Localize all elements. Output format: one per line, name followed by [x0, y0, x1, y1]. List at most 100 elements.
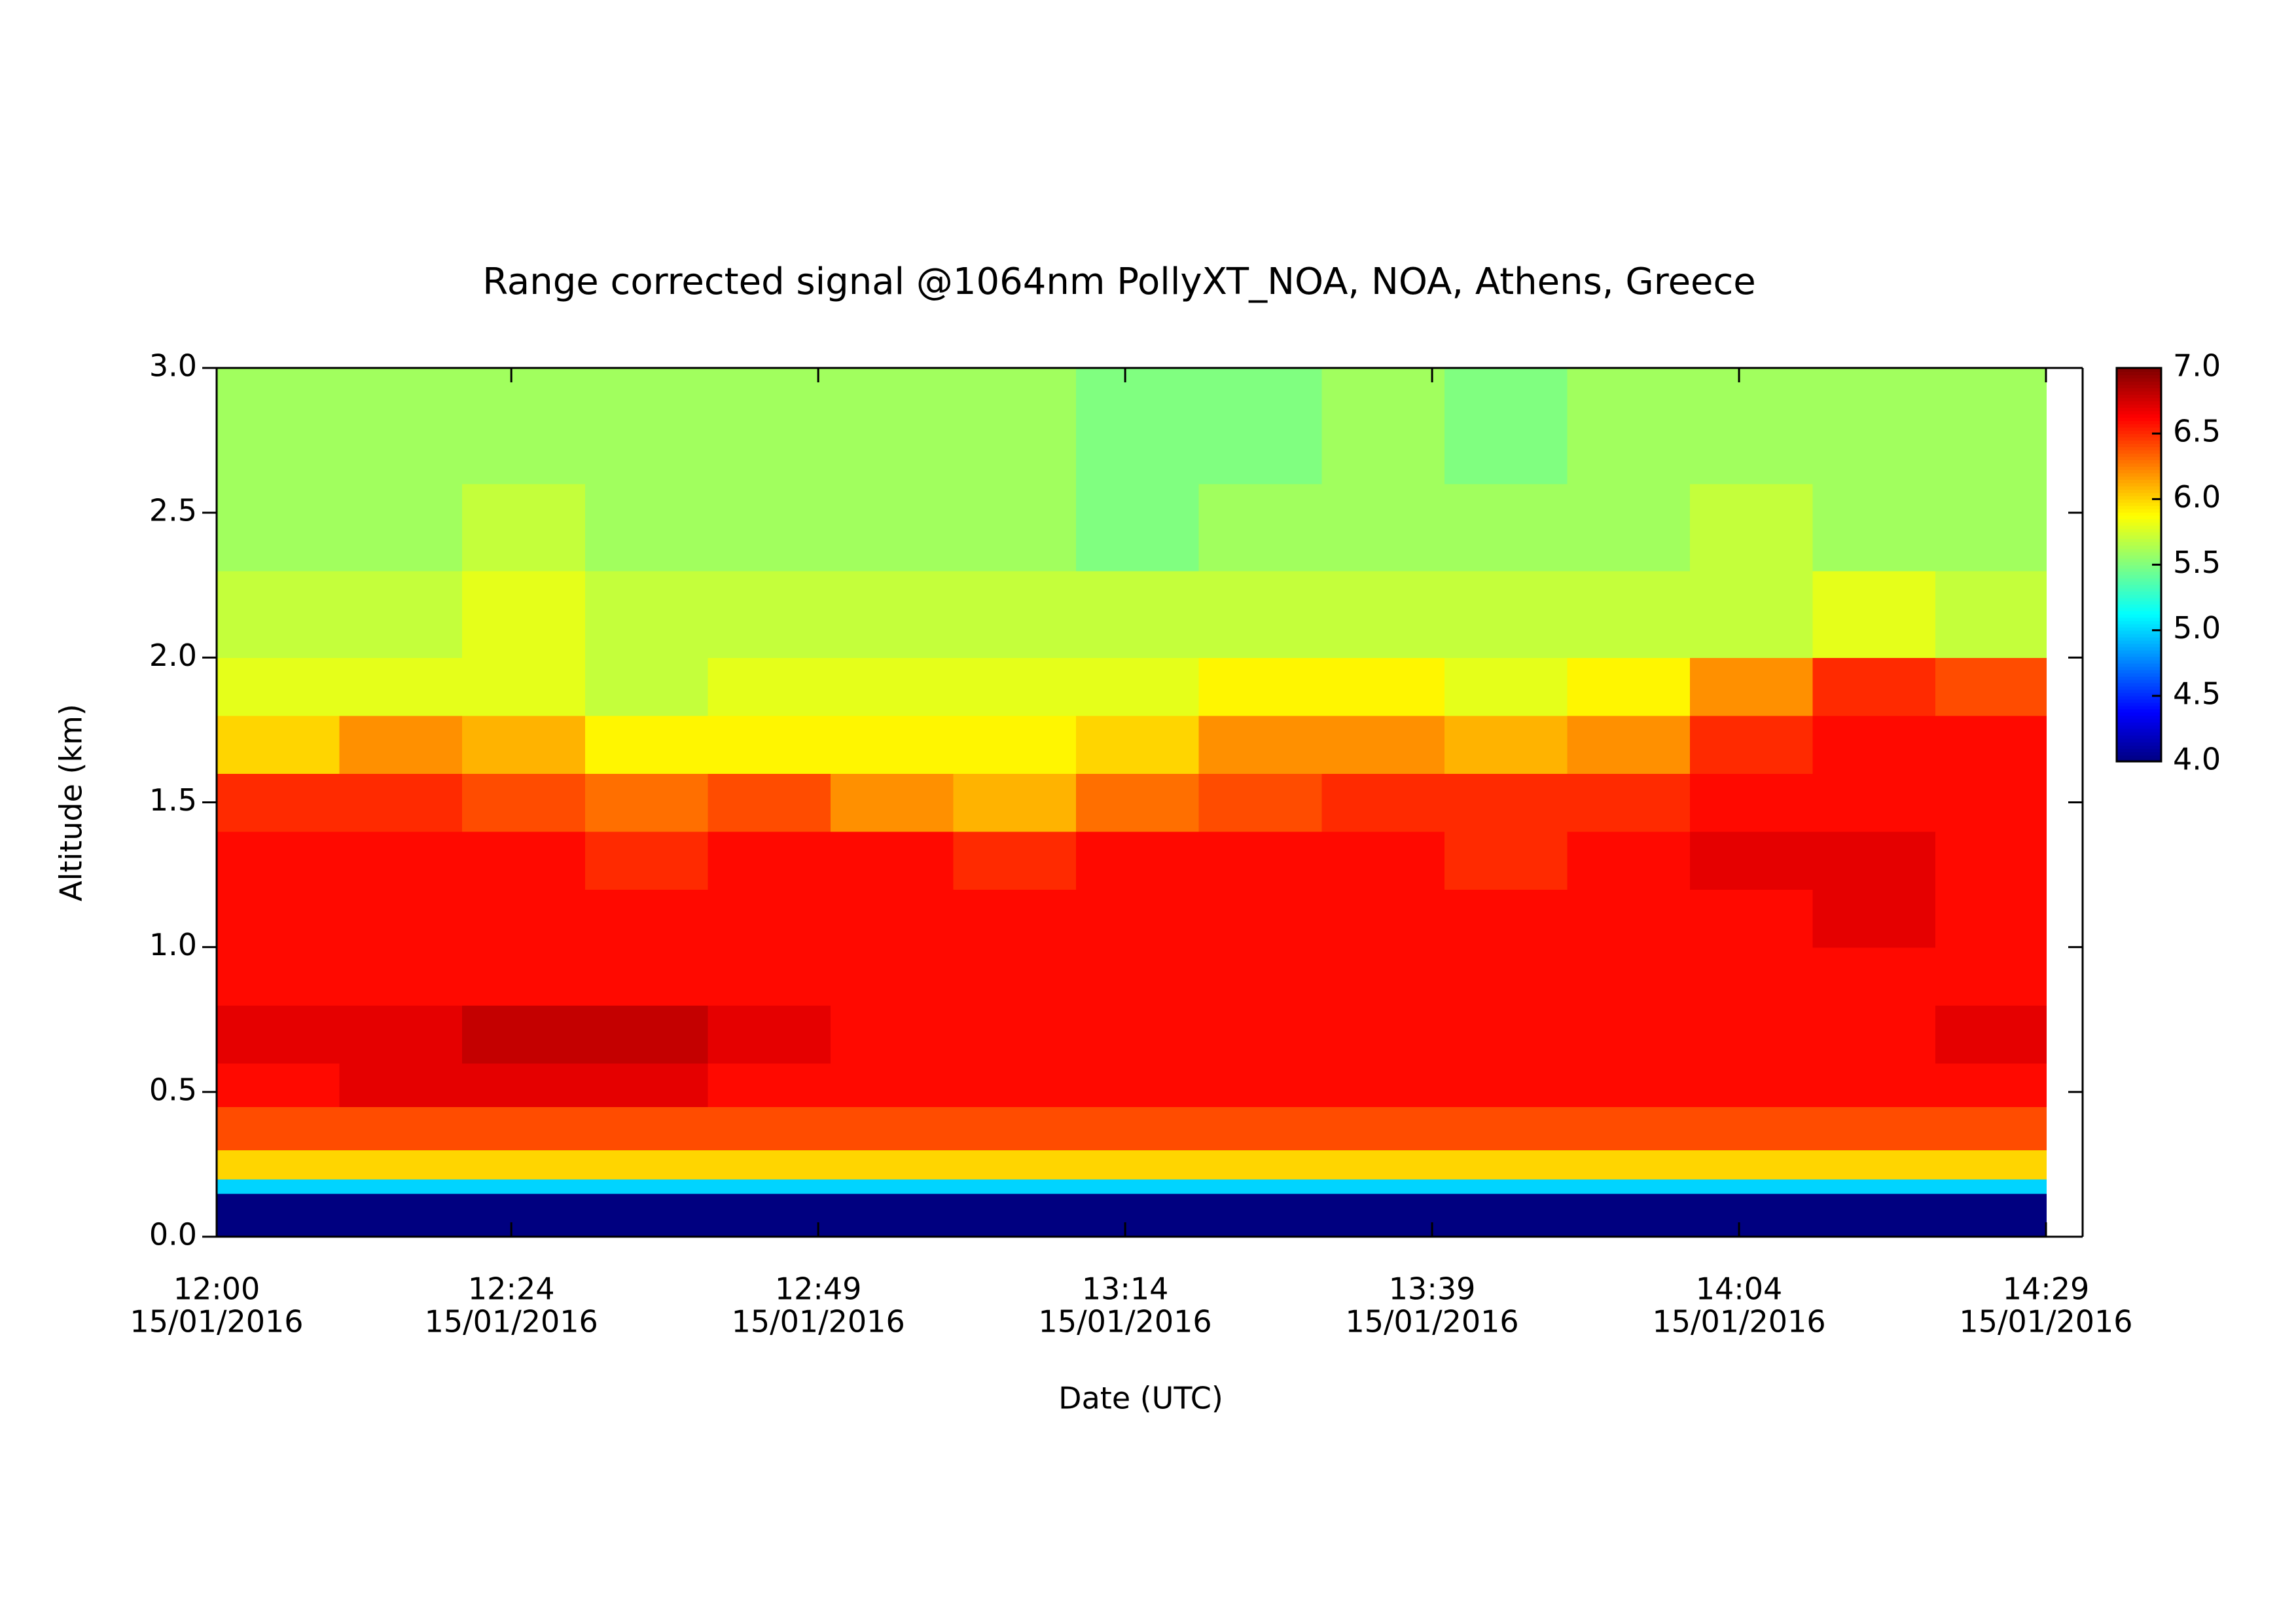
- colorbar-step: [2117, 489, 2161, 494]
- heatmap-cell: [339, 773, 463, 832]
- heatmap-cell: [217, 715, 340, 775]
- colorbar-step: [2117, 519, 2161, 523]
- heatmap-cell: [584, 657, 709, 716]
- colorbar-step: [2117, 581, 2161, 585]
- heatmap-cell: [584, 831, 709, 890]
- heatmap-cell: [1690, 1063, 1814, 1107]
- heatmap-cell: [708, 1178, 831, 1194]
- heatmap-cell: [1076, 1106, 1200, 1151]
- heatmap-cell: [462, 483, 586, 572]
- heatmap-cell: [1321, 831, 1445, 890]
- heatmap-cell: [953, 1193, 1077, 1237]
- heatmap-cell: [1076, 947, 1200, 1006]
- heatmap-cell: [462, 773, 586, 832]
- colorbar-step: [2117, 682, 2161, 687]
- colorbar-step: [2117, 456, 2161, 461]
- colorbar-step: [2117, 725, 2161, 729]
- colorbar-step: [2117, 561, 2161, 566]
- heatmap-cell: [708, 889, 831, 948]
- heatmap-cell: [830, 483, 954, 572]
- colorbar-step: [2117, 374, 2161, 378]
- heatmap-cell: [584, 1106, 709, 1151]
- heatmap-cell: [1198, 483, 1323, 572]
- heatmap-cell: [1198, 1150, 1323, 1180]
- colorbar-step: [2117, 741, 2161, 746]
- heatmap-cell: [217, 1063, 340, 1107]
- colorbar-tick-label: 5.0: [2173, 610, 2221, 646]
- heatmap-cell: [830, 947, 954, 1006]
- colorbar-step: [2117, 597, 2161, 602]
- colorbar-step: [2117, 479, 2161, 484]
- colorbar-step: [2117, 604, 2161, 608]
- heatmap-cell: [1812, 947, 1936, 1006]
- heatmap-cell: [462, 570, 586, 659]
- heatmap-cell: [708, 1063, 831, 1107]
- colorbar-step: [2117, 715, 2161, 720]
- colorbar-step: [2117, 738, 2161, 742]
- colorbar-step: [2117, 532, 2161, 536]
- colorbar-step: [2117, 656, 2161, 661]
- x-tick-label: 15/01/2016: [1959, 1304, 2132, 1340]
- colorbar-step: [2117, 584, 2161, 589]
- heatmap-cell: [1567, 570, 1691, 659]
- colorbar-step: [2117, 407, 2161, 411]
- y-tick-label: 0.5: [149, 1072, 197, 1107]
- colorbar-step: [2117, 509, 2161, 513]
- heatmap-cell: [1198, 1178, 1323, 1194]
- y-tick-label: 0.0: [149, 1217, 197, 1252]
- heatmap-cell: [1444, 773, 1568, 832]
- heatmap-cell: [584, 1193, 709, 1237]
- heatmap-cell: [953, 831, 1077, 890]
- heatmap-cell: [708, 1150, 831, 1180]
- colorbar-tick-label: 7.0: [2173, 348, 2221, 384]
- heatmap-cell: [1444, 657, 1568, 716]
- heatmap-cell: [1198, 1106, 1323, 1151]
- heatmap-cell: [1076, 715, 1200, 775]
- heatmap-cell: [217, 831, 340, 890]
- heatmap-cell: [708, 831, 831, 890]
- colorbar-step: [2117, 594, 2161, 598]
- heatmap-cell: [1812, 368, 1936, 484]
- heatmap-cell: [1690, 889, 1814, 948]
- heatmap-cell: [1076, 657, 1200, 716]
- colorbar-step: [2117, 571, 2161, 575]
- colorbar-step: [2117, 430, 2161, 434]
- colorbar-step: [2117, 574, 2161, 579]
- colorbar-step: [2117, 613, 2161, 618]
- heatmap-cell: [1690, 831, 1814, 890]
- colorbar-step: [2117, 545, 2161, 549]
- colorbar-step: [2117, 414, 2161, 418]
- colorbar-step: [2117, 397, 2161, 401]
- colorbar-step: [2117, 496, 2161, 500]
- colorbar-step: [2117, 381, 2161, 385]
- heatmap-cell: [1690, 1193, 1814, 1237]
- heatmap-cell: [708, 570, 831, 659]
- heatmap-cell: [830, 1150, 954, 1180]
- heatmap-cell: [830, 570, 954, 659]
- heatmap-cell: [339, 831, 463, 890]
- heatmap-cell: [1690, 947, 1814, 1006]
- heatmap-cell: [1567, 947, 1691, 1006]
- colorbar-step: [2117, 744, 2161, 749]
- heatmap-cell: [584, 570, 709, 659]
- heatmap-cell: [339, 1178, 463, 1194]
- heatmap-cell: [1567, 657, 1691, 716]
- heatmap-cell: [953, 570, 1077, 659]
- colorbar-step: [2117, 404, 2161, 408]
- heatmap-cell: [339, 1150, 463, 1180]
- colorbar-step: [2117, 450, 2161, 454]
- heatmap-cell: [584, 1005, 709, 1064]
- heatmap-cell: [1567, 368, 1691, 484]
- colorbar-step: [2117, 502, 2161, 507]
- y-tick-label: 2.5: [149, 493, 197, 528]
- heatmap-cell: [462, 715, 586, 775]
- heatmap-cell: [1321, 1193, 1445, 1237]
- heatmap-cell: [830, 1063, 954, 1107]
- x-tick-label: 15/01/2016: [130, 1304, 303, 1340]
- colorbar-step: [2117, 391, 2161, 395]
- heatmap-cell: [953, 483, 1077, 572]
- colorbar-step: [2117, 447, 2161, 451]
- heatmap-cell: [217, 483, 340, 572]
- heatmap-cell: [1935, 1178, 2047, 1194]
- colorbar-step: [2117, 692, 2161, 697]
